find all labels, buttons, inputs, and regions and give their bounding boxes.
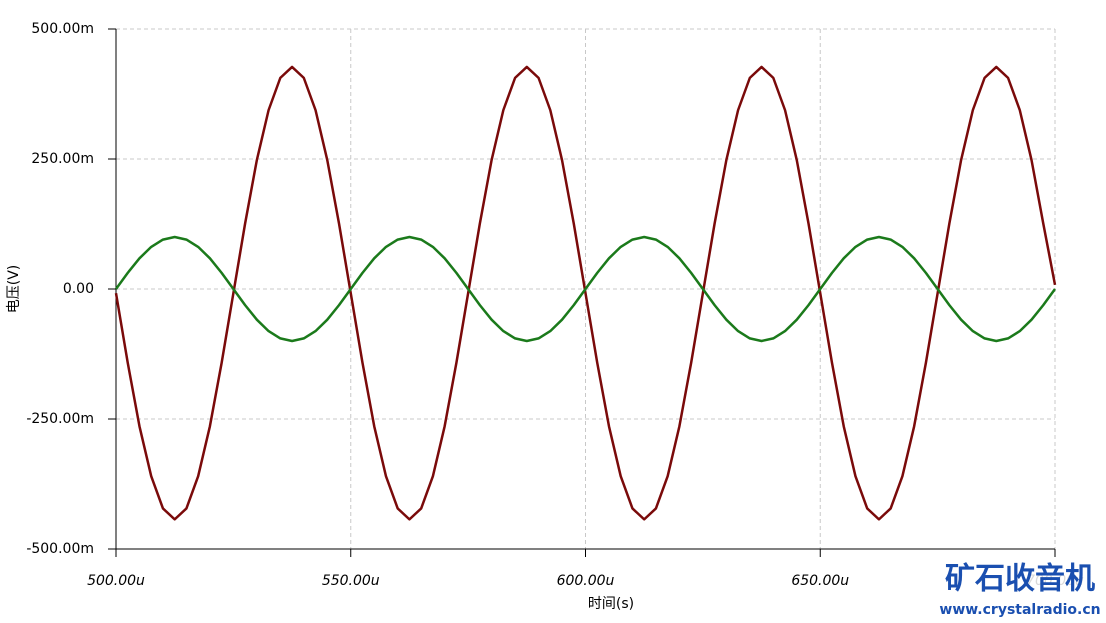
y-axis-label: 电压(V) — [6, 265, 22, 314]
x-tick-label: 650.00u — [791, 573, 849, 589]
series-line — [114, 235, 1057, 343]
x-axis-label: 时间(s) — [588, 596, 634, 612]
x-tick-label: 600.00u — [557, 573, 615, 589]
y-tick-label: 500.00m — [31, 21, 94, 37]
x-tick-label: 550.00u — [322, 573, 380, 589]
watermark-bg — [935, 560, 1106, 623]
watermark-url: www.crystalradio.cn — [939, 602, 1100, 618]
watermark-title: 矿石收音机 — [945, 562, 1095, 597]
y-tick-label: -500.00m — [26, 541, 94, 557]
x-tick-label: 500.00u — [87, 573, 145, 589]
y-tick-label: 250.00m — [31, 151, 94, 167]
y-tick-label: -250.00m — [26, 411, 94, 427]
y-tick-label: 0.00 — [63, 281, 94, 297]
series-line — [114, 65, 1057, 521]
